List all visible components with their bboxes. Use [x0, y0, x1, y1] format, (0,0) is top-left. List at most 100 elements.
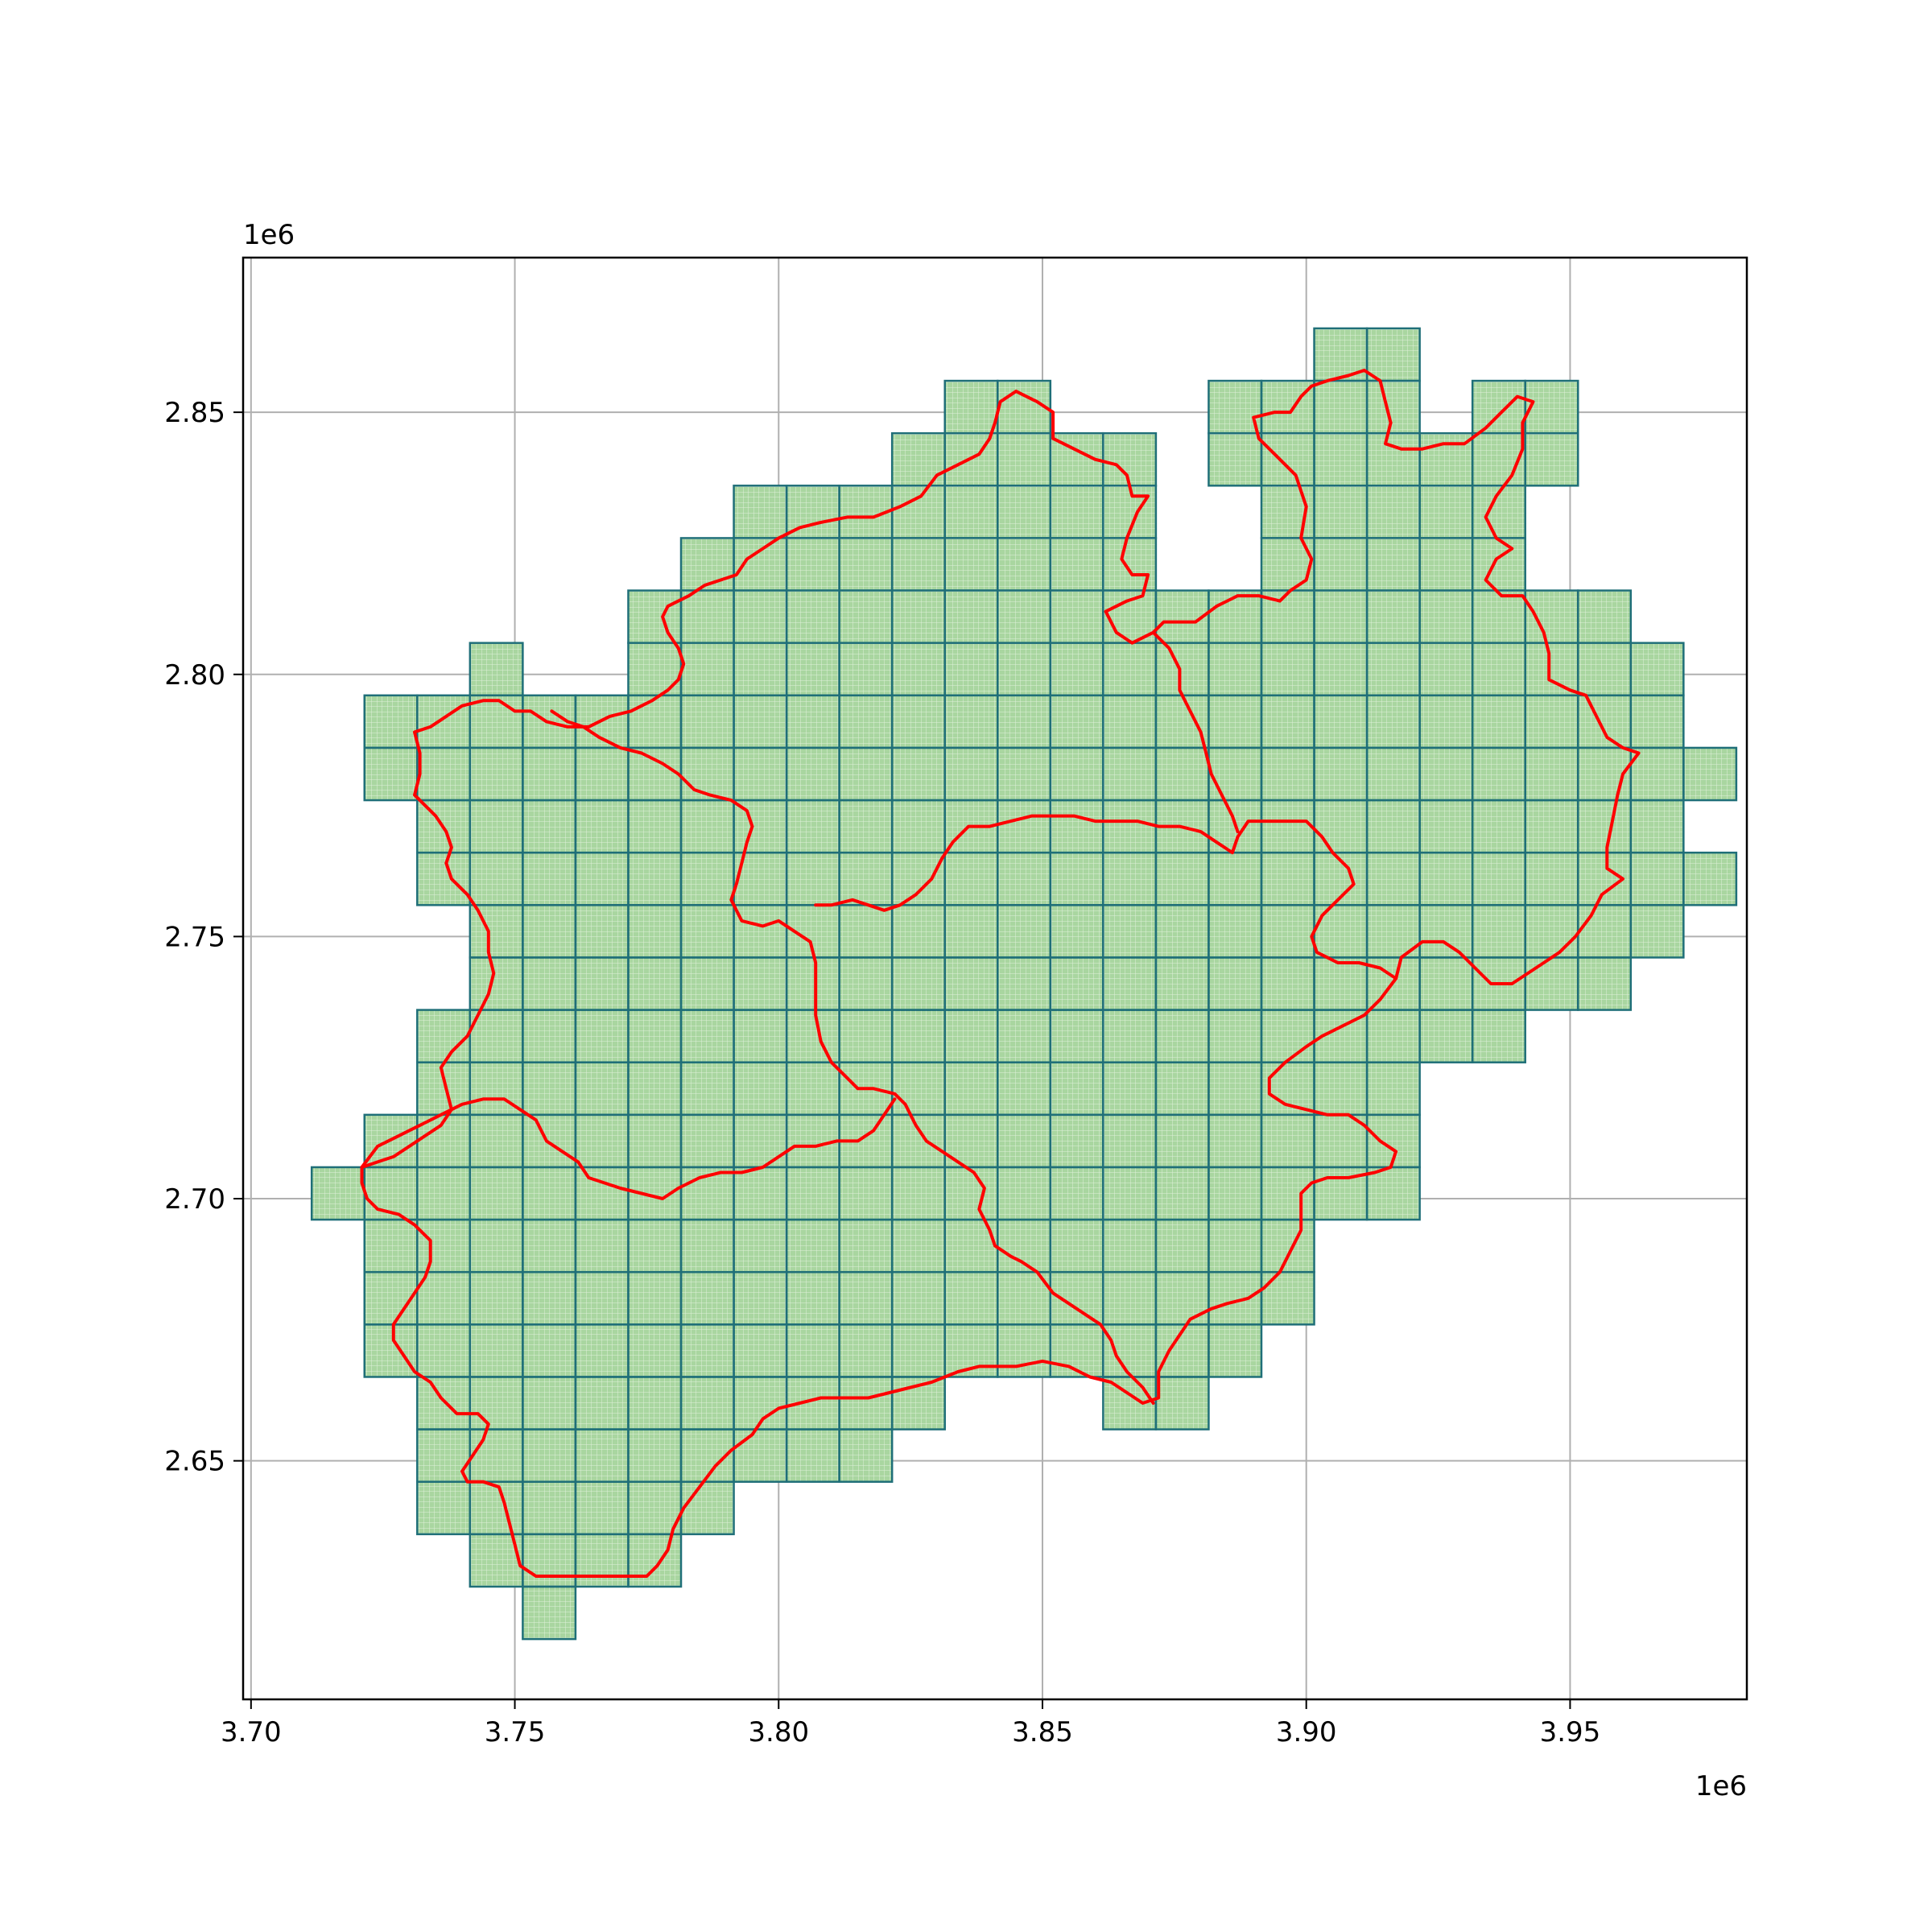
grid-cell-edge — [1102, 1009, 1158, 1063]
grid-cell-edge — [1365, 851, 1421, 906]
grid-cell-edge — [627, 1009, 683, 1063]
grid-cell-edge — [1418, 431, 1474, 487]
grid-cell-edge — [1524, 851, 1579, 906]
grid-cell-edge — [838, 1166, 894, 1221]
grid-cell-edge — [785, 956, 840, 1011]
grid-cell-edge — [1154, 1009, 1210, 1063]
grid-cell-edge — [997, 1113, 1052, 1169]
grid-cell-edge — [1418, 1009, 1474, 1063]
grid-cell-edge — [838, 1428, 894, 1483]
grid-cell-edge — [1260, 1166, 1315, 1221]
region-boundaries — [360, 369, 1641, 1578]
grid-cell-edge — [943, 746, 999, 802]
grid-cell-edge — [522, 1323, 577, 1378]
grid-cell-edge — [1524, 904, 1579, 959]
grid-cell-edge — [574, 746, 630, 802]
grid-cell-edge — [943, 956, 999, 1011]
grid-cell-edge — [627, 1533, 683, 1588]
grid-cell-edge — [1208, 589, 1263, 644]
grid-cell-edge — [1524, 379, 1579, 435]
x-tick-label: 3.90 — [1276, 1716, 1337, 1748]
grid-cell-edge — [1471, 851, 1526, 906]
grid-cell-edge — [1365, 1009, 1421, 1063]
grid-cell-edge — [733, 1061, 788, 1117]
grid-cell-edge — [627, 956, 683, 1011]
grid-cell-edge — [733, 1270, 788, 1326]
grid-cell-edge — [1208, 642, 1263, 697]
grid-cell-edge — [1313, 746, 1368, 802]
grid-cell-edge — [838, 1270, 894, 1326]
grid-cell-edge — [1049, 694, 1104, 749]
y-axis-ticks: 2.65 2.70 2.75 2.80 2.85 — [164, 397, 243, 1478]
grid-cell-edge — [522, 904, 577, 959]
y-tick-label: 2.75 — [164, 921, 225, 953]
grid-cell-edge — [522, 1480, 577, 1536]
grid-cell-edge — [574, 1270, 630, 1326]
grid-cell-edge — [997, 956, 1052, 1011]
grid-cell-edge — [1365, 589, 1421, 644]
grid-cell-edge — [1102, 642, 1158, 697]
grid-cell-edge — [1049, 642, 1104, 697]
grid-cell-edge — [522, 799, 577, 854]
grid-cell-edge — [1418, 956, 1474, 1011]
grid-cell-edge — [522, 1218, 577, 1274]
grid-cell-edge — [469, 1533, 524, 1588]
grid-cell-edge — [469, 1270, 524, 1326]
grid-cell-edge — [1154, 1270, 1210, 1326]
grid-cell-edge — [627, 851, 683, 906]
grid-cell-edge — [1629, 904, 1685, 959]
grid-cell-edge — [1524, 431, 1579, 487]
grid-cell-edge — [943, 904, 999, 959]
grid-cell-edge — [890, 537, 946, 592]
grid-cell-edge — [1102, 1323, 1158, 1378]
grid-cell-edge — [1102, 799, 1158, 854]
grid-cell-edge — [1418, 485, 1474, 539]
grid-cell-edge — [574, 904, 630, 959]
x-tick-label: 3.80 — [748, 1716, 809, 1748]
plot-frame — [242, 256, 1748, 1701]
grid-cell-edge — [469, 956, 524, 1011]
grid-cell-edge — [310, 1166, 366, 1221]
grid-cell-edge — [469, 746, 524, 802]
grid-cell-edge — [1313, 904, 1368, 959]
grid-cell-edge — [1208, 1009, 1263, 1063]
grid-cell-edge — [997, 1270, 1052, 1326]
grid-cell-edge — [522, 1009, 577, 1063]
grid-cell-edge — [997, 379, 1052, 435]
grid-cell-edge — [1102, 1270, 1158, 1326]
grid-cell-edge — [1313, 799, 1368, 854]
grid-cell-edge — [1471, 589, 1526, 644]
grid-cell-edge — [1365, 694, 1421, 749]
y-offset-label: 1e6 — [243, 219, 295, 251]
grid-cell-edge — [627, 1270, 683, 1326]
grid-cell-edge — [1524, 589, 1579, 644]
grid-cell-edge — [1418, 904, 1474, 959]
grid-cell-edge — [1418, 746, 1474, 802]
x-tick-label: 3.70 — [221, 1716, 282, 1748]
grid-cell-edge — [469, 694, 524, 749]
grid-cell-edge — [574, 956, 630, 1011]
grid-cell-edge — [627, 799, 683, 854]
grid-cell-edge — [363, 694, 419, 749]
grid-cell-edge — [1154, 642, 1210, 697]
grid-cell-edge — [574, 1323, 630, 1378]
grid-cell-edge — [943, 694, 999, 749]
grid-cell-edge — [997, 642, 1052, 697]
grid-cell-edge — [733, 694, 788, 749]
grid-cell-edge — [679, 1480, 735, 1536]
boundary-south-inner — [360, 1097, 897, 1200]
grid-cell-edge — [733, 485, 788, 539]
grid-cell-edge — [1049, 1061, 1104, 1117]
grid-cell-edge — [838, 904, 894, 959]
grid-cell-edge — [679, 799, 735, 854]
grid-cell-edge — [416, 1166, 472, 1221]
grid-cell-edge — [627, 904, 683, 959]
grid-cell-edge — [1154, 1376, 1210, 1430]
grid-cell-edge — [1418, 799, 1474, 854]
grid-cell-edge — [785, 799, 840, 854]
grid-cell-edge — [1154, 1061, 1210, 1117]
grid-cell-edge — [1365, 799, 1421, 854]
grid-cell-edge — [1471, 537, 1526, 592]
grid-cell-edge — [1102, 694, 1158, 749]
grid-cell-edge — [785, 851, 840, 906]
